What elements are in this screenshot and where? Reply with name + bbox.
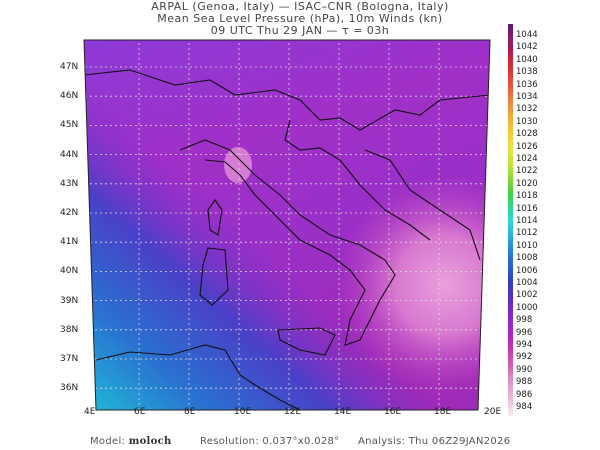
colorbar-tick-label: 1026	[516, 141, 538, 152]
analysis-info: Analysis: Thu 06Z29JAN2026	[358, 436, 510, 447]
colorbar-tick-label: 1002	[516, 290, 538, 301]
longitude-label: 16E	[384, 407, 402, 417]
longitude-label: 14E	[334, 407, 352, 417]
colorbar-tick-label: 1022	[516, 166, 538, 177]
longitude-label: 6E	[134, 407, 146, 417]
colorbar-tick-label: 1014	[516, 216, 538, 226]
analysis-value: Thu 06Z29JAN2026	[408, 436, 511, 447]
resolution-info: Resolution: 0.037°x0.028°	[200, 436, 339, 447]
low-pressure-center	[84, 40, 490, 410]
colorbar-tick-label: 996	[516, 327, 533, 338]
colorbar-tick-label: 1044	[516, 30, 538, 40]
colorbar-tick-label: 988	[516, 377, 533, 388]
colorbar-tick-label: 1010	[516, 240, 538, 251]
resolution-label: Resolution:	[200, 436, 259, 447]
latitude-label: 45N	[60, 120, 79, 131]
map-border	[83, 39, 491, 411]
longitude-label: 4E	[84, 407, 96, 417]
model-label: Model:	[90, 436, 126, 447]
colorbar-tick-label: 1018	[516, 191, 538, 202]
colorbar-tick-label: 994	[516, 340, 533, 350]
colorbar-tick-label: 1016	[516, 203, 538, 214]
colorbar-tick-label: 1012	[516, 228, 538, 239]
latitude-label: 46N	[60, 91, 79, 102]
longitude-label: 10E	[234, 407, 252, 417]
latitude-label: 47N	[60, 62, 79, 72]
colorbar-tick-label: 1032	[516, 104, 538, 115]
colorbar	[508, 24, 513, 416]
colorbar-tick-label: 1028	[516, 129, 538, 140]
colorbar-tick-label: 990	[516, 364, 533, 375]
coastlines	[84, 69, 490, 410]
model-name: moloch	[128, 436, 172, 447]
latitude-label: 41N	[60, 237, 79, 248]
low-pressure-tuscany	[224, 147, 252, 183]
colorbar-tick-label: 1034	[516, 92, 538, 102]
colorbar-tick-label: 1040	[516, 54, 538, 65]
model-info: Model: moloch	[90, 436, 172, 447]
latitude-label: 36N	[60, 383, 79, 394]
colorbar-tick-label: 1042	[516, 42, 538, 53]
colorbar-tick-label: 1006	[516, 265, 538, 276]
colorbar-tick-label: 998	[516, 315, 533, 326]
latitude-label: 42N	[60, 208, 79, 218]
colorbar-tick-label: 1038	[516, 67, 538, 78]
colorbar-tick-label: 984	[516, 402, 533, 412]
latitude-label: 40N	[60, 266, 79, 277]
colorbar-tick-label: 1008	[516, 253, 538, 264]
latitude-label: 43N	[60, 178, 79, 189]
title-line-1: ARPAL (Genoa, Italy) — ISAC–CNR (Bologna…	[151, 0, 449, 13]
title-line-3: 09 UTC Thu 29 JAN — τ = 03h	[210, 24, 390, 37]
longitude-label: 12E	[284, 407, 302, 417]
longitude-label: 18E	[434, 407, 452, 417]
colorbar-tick-label: 1020	[516, 178, 538, 189]
title-line-2: Mean Sea Level Pressure (hPa), 10m Winds…	[157, 12, 443, 25]
colorbar-tick-label: 1030	[516, 116, 538, 127]
colorbar-tick-label: 1004	[516, 278, 538, 288]
colorbar-tick-label: 1000	[516, 302, 538, 313]
resolution-value: 0.037°x0.028°	[262, 436, 340, 447]
colorbar-tick-label: 1024	[516, 154, 538, 164]
latitude-label: 37N	[60, 354, 79, 364]
longitude-label: 20E	[484, 407, 502, 417]
colorbar-tick-label: 992	[516, 352, 533, 363]
colorbar-tick-label: 1036	[516, 79, 538, 90]
colorbar-tick-label: 986	[516, 389, 533, 400]
latitude-label: 39N	[60, 295, 79, 306]
latitude-label: 38N	[60, 324, 79, 335]
latitude-label: 44N	[60, 149, 79, 160]
analysis-label: Analysis:	[358, 436, 406, 447]
longitude-label: 8E	[184, 407, 196, 417]
